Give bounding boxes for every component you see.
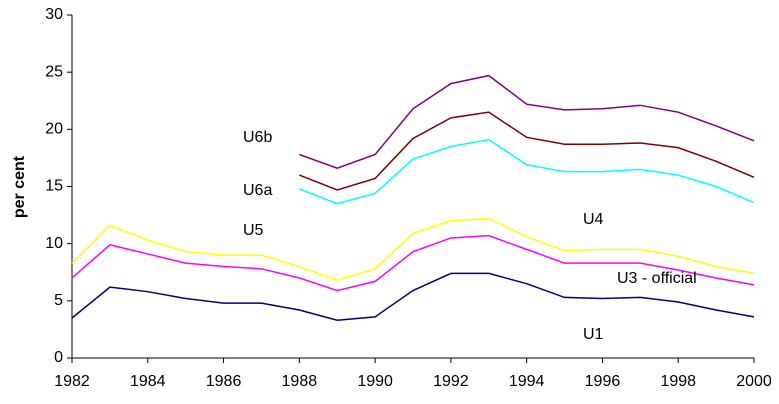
y-tick-label: 20: [45, 121, 63, 138]
x-tick-label: 1984: [130, 373, 166, 390]
series-label: U4: [583, 211, 604, 228]
series-label: U1: [583, 326, 604, 343]
series-line: [71, 234, 755, 292]
series-label: U3 - official: [617, 270, 697, 287]
series-line: [71, 272, 755, 322]
y-axis-label: per cent: [11, 155, 28, 218]
x-tick-label: 1982: [54, 373, 90, 390]
y-tick-label: 10: [45, 235, 63, 252]
x-tick-label: 1994: [509, 373, 545, 390]
series-label: U6b: [243, 129, 272, 146]
series-line: [71, 217, 755, 282]
series-label: U5: [243, 222, 264, 239]
x-tick-label: 1986: [206, 373, 242, 390]
y-tick-label: 5: [54, 292, 63, 309]
series-label: U6a: [243, 182, 272, 199]
x-tick-label: 1998: [660, 373, 696, 390]
y-tick-label: 0: [54, 349, 63, 366]
series-line: [299, 74, 755, 170]
y-tick-label: 25: [45, 63, 63, 80]
y-tick-label: 15: [45, 178, 63, 195]
series-line: [299, 138, 755, 205]
x-tick-label: 2000: [736, 373, 772, 390]
x-tick-label: 1996: [585, 373, 621, 390]
series-line: [299, 111, 755, 191]
x-tick-label: 1992: [433, 373, 469, 390]
y-tick-label: 30: [45, 6, 63, 23]
x-tick-label: 1990: [357, 373, 393, 390]
x-tick-label: 1988: [282, 373, 318, 390]
